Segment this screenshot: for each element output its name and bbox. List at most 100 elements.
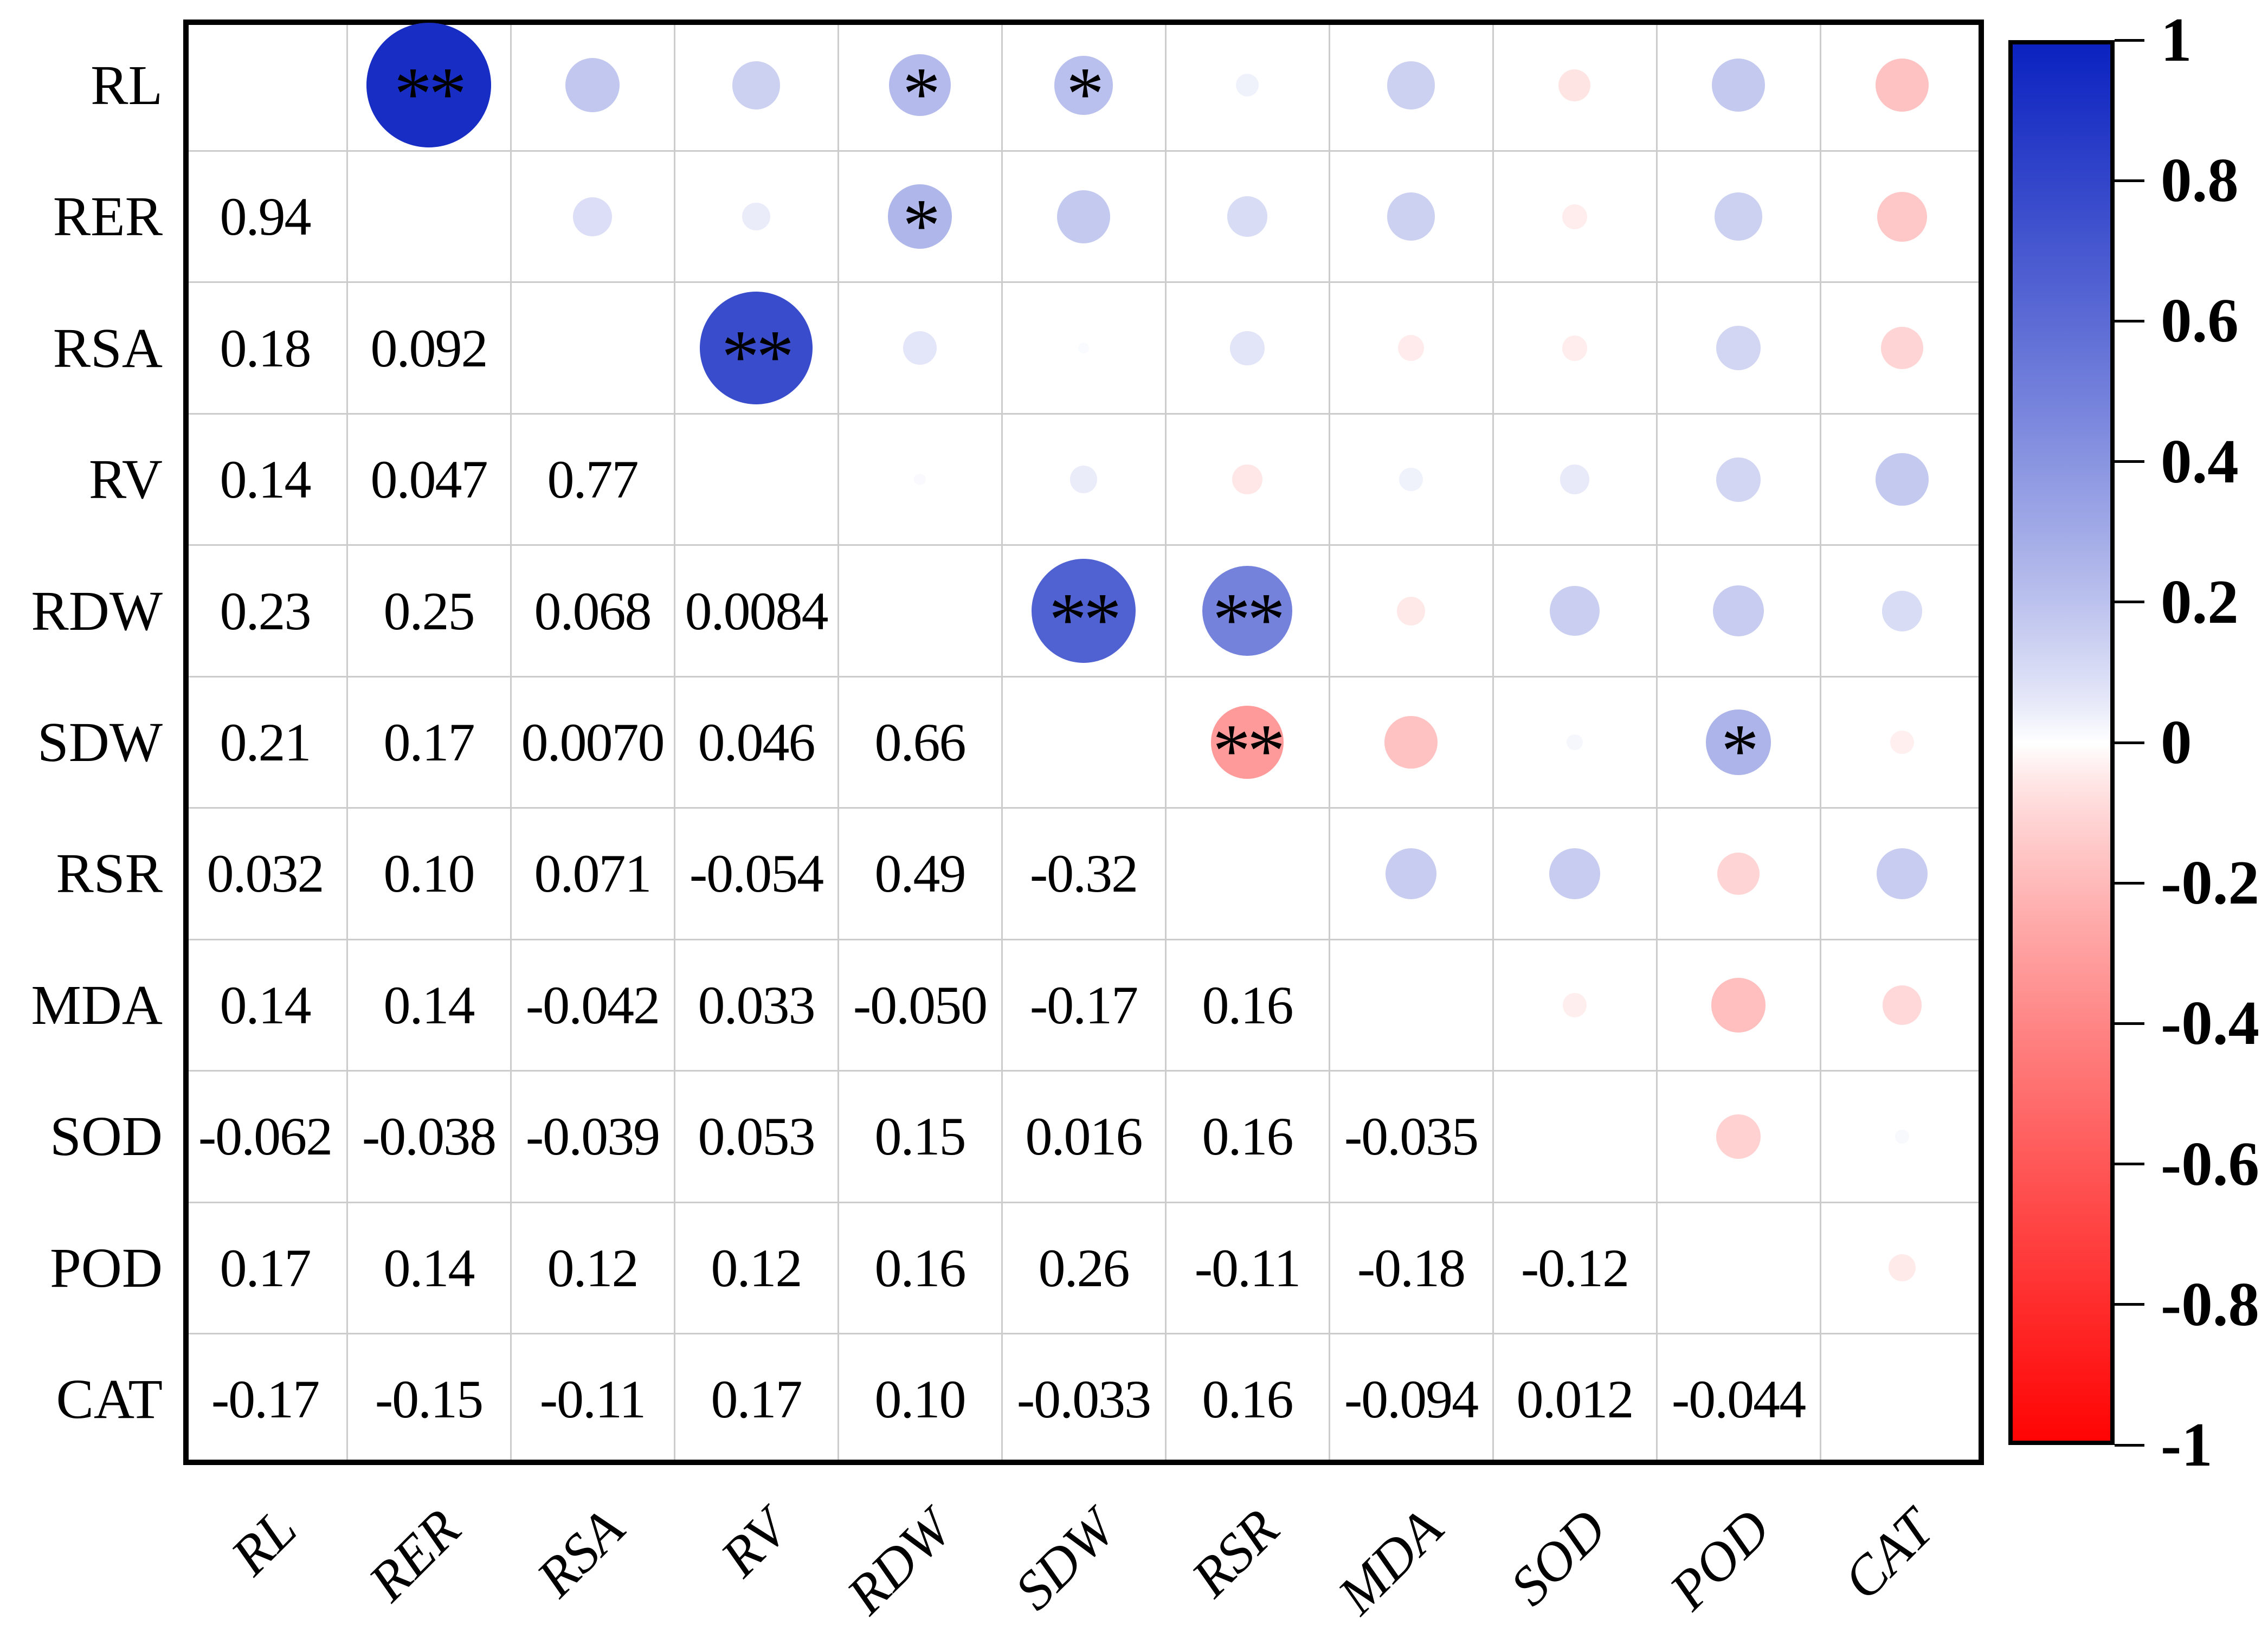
corr-value-RDW-RV: 0.0084: [685, 580, 829, 641]
corr-circle-RDW-CAT: [1882, 590, 1923, 631]
corr-circle-RDW-SOD: [1550, 586, 1600, 636]
row-label-RV: RV: [88, 448, 163, 511]
corr-circle-RDW-POD: [1712, 585, 1764, 637]
corr-value-SOD-RDW: 0.15: [874, 1106, 967, 1167]
corr-circle-RL-RSA: [565, 57, 620, 113]
corr-value-RV-RER: 0.047: [370, 449, 488, 510]
corr-value-MDA-RV: 0.033: [698, 975, 816, 1035]
corr-circle-SDW-POD: *: [1705, 709, 1771, 789]
colorbar-tick-mark: [2115, 460, 2144, 463]
colorbar-tick-mark: [2115, 179, 2144, 182]
corr-value-CAT-SDW: -0.033: [1016, 1369, 1151, 1430]
corr-value-POD-RL: 0.17: [220, 1237, 312, 1298]
significance-stars-RDW-RSR: **: [1212, 577, 1285, 662]
corr-value-SOD-MDA: -0.035: [1344, 1106, 1479, 1167]
corr-circle-RSA-SOD: [1562, 335, 1588, 361]
corr-circle-RL-RV: [732, 61, 781, 109]
corr-value-POD-SOD: -0.12: [1520, 1237, 1629, 1298]
corr-circle-RV-MDA: [1399, 468, 1423, 492]
corr-value-CAT-MDA: -0.094: [1344, 1369, 1479, 1430]
corr-value-RSR-RDW: 0.49: [874, 843, 967, 904]
corr-value-RDW-RER: 0.25: [383, 580, 475, 641]
colorbar-tick-label-0.4: 0.4: [2161, 427, 2239, 496]
corr-circle-RL-POD: [1712, 59, 1765, 112]
corr-value-CAT-POD: -0.044: [1671, 1369, 1806, 1430]
corr-circle-RER-CAT: [1877, 191, 1927, 242]
corr-circle-RV-POD: [1716, 457, 1761, 502]
corr-value-SDW-RL: 0.21: [220, 712, 312, 772]
corr-circle-RER-RDW: *: [887, 184, 952, 263]
colorbar-tick-label--1: -1: [2161, 1410, 2213, 1479]
corr-circle-RL-SOD: [1558, 69, 1591, 101]
col-label-RV: RV: [709, 1498, 800, 1589]
grid-line-vertical: [673, 25, 675, 1460]
matrix-plot-area: ** 0.94 0.18 0.14 * 0.23 * 0.21 0.032 0.14 -0.062 0…: [183, 20, 1984, 1465]
corr-circle-RV-SOD: [1560, 465, 1590, 494]
corr-value-CAT-RV: 0.17: [711, 1369, 803, 1430]
grid-line-horizontal: [189, 1070, 1979, 1072]
corr-circle-RL-RDW: *: [889, 54, 951, 132]
corr-value-RSA-RER: 0.092: [370, 318, 488, 378]
significance-stars-RL-SDW: *: [1066, 52, 1104, 137]
corr-value-RDW-RL: 0.23: [220, 580, 312, 641]
col-label-MDA: MDA: [1326, 1498, 1454, 1626]
corr-circle-SDW-RSR: **: [1210, 706, 1285, 789]
colorbar-tick-mark: [2115, 741, 2144, 744]
corr-value-POD-RER: 0.14: [383, 1237, 475, 1298]
corr-circle-RSR-POD: [1717, 852, 1760, 895]
corr-value-RSR-SDW: -0.32: [1029, 843, 1138, 904]
corr-value-RV-RL: 0.14: [220, 449, 312, 510]
col-label-RDW: RDW: [835, 1498, 963, 1626]
significance-stars-SDW-POD: *: [1721, 709, 1759, 794]
row-label-POD: POD: [49, 1236, 163, 1299]
corr-circle-SDW-MDA: [1384, 715, 1438, 769]
corr-circle-RSA-RSR: [1230, 331, 1265, 365]
colorbar-tick-mark: [2115, 881, 2144, 885]
grid-line-horizontal: [189, 1201, 1979, 1203]
row-label-RL: RL: [91, 54, 163, 117]
corr-circle-RDW-SDW: **: [1031, 558, 1136, 663]
significance-stars-RL-RDW: *: [902, 52, 940, 137]
corr-value-SOD-RL: -0.062: [198, 1106, 333, 1167]
col-label-SDW: SDW: [1003, 1498, 1127, 1622]
grid-line-horizontal: [189, 938, 1979, 940]
corr-circle-SDW-SOD: [1567, 734, 1583, 751]
colorbar-tick-label-0.6: 0.6: [2161, 286, 2239, 356]
corr-circle-RER-RSA: [573, 197, 612, 236]
corr-value-POD-MDA: -0.18: [1357, 1237, 1466, 1298]
col-label-RER: RER: [357, 1498, 472, 1613]
corr-circle-SDW-CAT: [1890, 730, 1914, 754]
corr-circle-RER-SDW: [1057, 190, 1110, 243]
significance-stars-RDW-SDW: **: [1048, 577, 1122, 662]
grid-line-horizontal: [189, 1333, 1979, 1335]
colorbar-tick-mark: [2115, 601, 2144, 604]
corr-value-POD-RV: 0.12: [711, 1237, 803, 1298]
corr-circle-MDA-CAT: [1882, 985, 1922, 1025]
grid-line-vertical: [837, 25, 839, 1460]
corr-value-CAT-RSA: -0.11: [539, 1369, 647, 1430]
grid-line-horizontal: [189, 544, 1979, 546]
corr-circle-RL-CAT: [1876, 59, 1929, 112]
colorbar-gradient: [2008, 40, 2115, 1445]
corr-value-MDA-RDW: -0.050: [853, 975, 988, 1035]
corr-circle-RER-RV: [742, 202, 770, 231]
corr-value-MDA-RER: 0.14: [383, 975, 475, 1035]
corr-value-SDW-RER: 0.17: [383, 712, 475, 772]
corr-value-SDW-RDW: 0.66: [874, 712, 967, 772]
corr-circle-RSA-RV: **: [700, 292, 813, 405]
grid-line-vertical: [346, 25, 348, 1460]
row-label-RSA: RSA: [53, 317, 163, 379]
grid-line-vertical: [1819, 25, 1821, 1460]
colorbar-tick-label-0.2: 0.2: [2161, 567, 2239, 636]
corr-circle-RSA-MDA: [1397, 334, 1425, 362]
corr-circle-RSA-RDW: [903, 331, 937, 365]
col-label-POD: POD: [1658, 1498, 1782, 1622]
corr-circle-RDW-MDA: [1396, 596, 1426, 625]
corr-value-SOD-RER: -0.038: [362, 1106, 497, 1167]
corr-value-RER-RL: 0.94: [220, 186, 312, 247]
corr-value-RSR-RV: -0.054: [689, 843, 824, 904]
grid-line-vertical: [1001, 25, 1003, 1460]
corr-circle-RV-RDW: [914, 473, 926, 486]
corr-value-POD-RSR: -0.11: [1194, 1237, 1301, 1298]
